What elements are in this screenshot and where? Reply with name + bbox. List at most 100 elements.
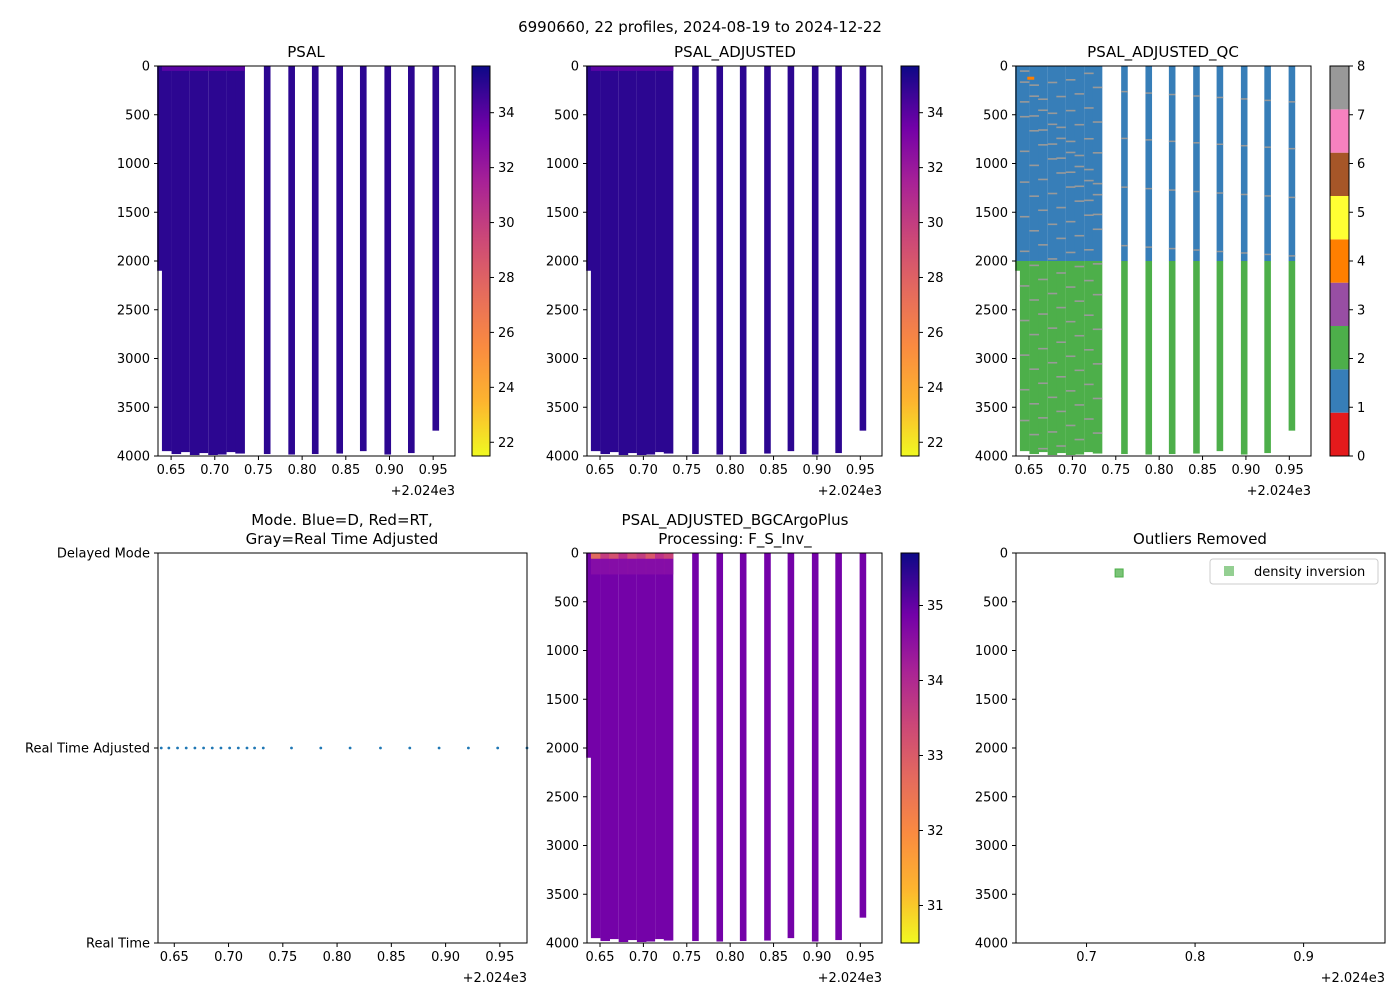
surface-cell: [655, 558, 665, 575]
y-tick-label: 3000: [546, 352, 579, 367]
y-tick-label: 2000: [546, 742, 579, 757]
surface-cell: [618, 553, 629, 559]
qc-cell: [1264, 261, 1271, 454]
qc-cell: [1027, 76, 1035, 80]
surface-cell: [618, 558, 629, 575]
surface-cell: [609, 66, 619, 71]
colorbar: 31 32 33 34 35: [900, 552, 944, 944]
profile-cell: [208, 66, 218, 456]
qc-cell: [1065, 390, 1076, 392]
panel-title: Outliers Removed: [1133, 530, 1267, 548]
qc-cell: [1038, 244, 1048, 246]
qc-cell: [1065, 79, 1076, 81]
colorbar-tick-label: 24: [498, 381, 515, 396]
x-offset-label: +2.024e3: [818, 971, 882, 986]
qc-cell: [1168, 189, 1176, 191]
surface-cell: [627, 66, 637, 71]
qc-cell: [1056, 376, 1066, 378]
profile-cell: [692, 553, 699, 942]
surface-cell: [600, 66, 610, 71]
colorbar-segment: [1330, 369, 1349, 413]
qc-cell: [1264, 195, 1271, 197]
profile-cell: [586, 553, 592, 758]
qc-cell: [1074, 300, 1085, 302]
y-tick-label: 4000: [975, 450, 1008, 465]
y-tick-label: 500: [125, 108, 150, 123]
qc-cell: [1047, 396, 1058, 399]
qc-cell: [1019, 70, 1030, 72]
x-tick-label: 0.80: [716, 463, 745, 478]
colorbar-tick-label: 26: [498, 326, 515, 341]
qc-cell: [1056, 261, 1066, 454]
surface-cell: [655, 553, 665, 559]
mode-point: [496, 746, 500, 750]
colorbar-tick-label: 30: [927, 216, 944, 231]
qc-cell: [1019, 81, 1030, 83]
profile-cell: [311, 66, 319, 455]
y-tick-label: 1000: [546, 157, 579, 172]
y-tick-label: 1000: [546, 644, 579, 659]
profile-cell: [384, 66, 392, 455]
qc-cell: [1092, 293, 1103, 296]
profile-cell: [600, 66, 610, 455]
surface-cell: [636, 553, 647, 559]
colorbar-segment: [1330, 282, 1349, 326]
y-tick-label: 1500: [975, 206, 1008, 221]
surface-cell: [627, 558, 637, 575]
panel-bgc: PSAL_ADJUSTED_BGCArgoPlus Processing: F_…: [546, 511, 944, 986]
qc-cell: [1038, 347, 1048, 350]
surface-cell: [636, 558, 647, 575]
qc-cell: [1264, 66, 1271, 261]
qc-cell: [1019, 250, 1030, 253]
qc-cell: [1065, 140, 1076, 143]
y-tick-label: 2500: [117, 303, 150, 318]
qc-cell: [1084, 179, 1094, 182]
qc-cell: [1168, 93, 1176, 96]
y-tick-label: 0: [1000, 547, 1008, 562]
profile-cell: [739, 66, 747, 455]
qc-cell: [1038, 178, 1048, 181]
x-tick-label: 0.75: [268, 950, 297, 965]
plot-area: [159, 746, 529, 750]
qc-cell: [1121, 261, 1128, 455]
qc-cell: [1019, 215, 1030, 218]
profile-cell: [811, 553, 819, 942]
legend-marker: [1224, 566, 1234, 576]
figure-suptitle: 6990660, 22 profiles, 2024-08-19 to 2024…: [518, 18, 882, 36]
profile-cell: [835, 66, 842, 454]
qc-cell: [1019, 181, 1030, 183]
mode-point: [253, 746, 256, 750]
panel-title: PSAL_ADJUSTED_QC: [1087, 43, 1239, 62]
surface-cell: [590, 558, 601, 575]
qc-cell: [1121, 244, 1128, 247]
x-tick-label: 0.95: [419, 463, 448, 478]
colorbar-tick-label: 35: [927, 599, 944, 614]
qc-cell: [1074, 369, 1085, 372]
profile-cell: [645, 553, 656, 942]
x-offset-label: +2.024e3: [391, 484, 455, 499]
y-tick-label: 2000: [117, 255, 150, 270]
y-tick-label: 2500: [975, 303, 1008, 318]
colorbar-tick-label: 1: [1357, 401, 1365, 416]
colorbar-tick-label: 24: [927, 381, 944, 396]
x-tick-label: 0.70: [200, 463, 229, 478]
panel-psal-adjusted-qc: PSAL_ADJUSTED_QC 0.65 0.70 0.75 0.80 0.85 0.9…: [975, 43, 1365, 499]
profile-cell: [359, 66, 367, 452]
profile-cell: [590, 66, 601, 452]
qc-cell: [1029, 84, 1039, 86]
mode-point: [228, 746, 232, 750]
y-tick-label: 2000: [975, 742, 1008, 757]
panel-title-line2: Gray=Real Time Adjusted: [246, 530, 439, 548]
plot-area: [1015, 66, 1296, 456]
axes: 0.65 0.70 0.75 0.80 0.85 0.90 0.95 0 500 1000 1500…: [117, 60, 448, 479]
y-tick-label: 1000: [117, 157, 150, 172]
qc-cell: [1047, 66, 1058, 261]
qc-cell: [1145, 187, 1153, 190]
qc-cell: [1264, 253, 1271, 256]
qc-cell: [1047, 258, 1058, 260]
qc-cell: [1019, 66, 1030, 261]
qc-cell: [1084, 72, 1094, 75]
colorbar-gradient: [900, 65, 920, 457]
axes: 0.65 0.70 0.75 0.80 0.85 0.90 0.95 0 500 1000 1500…: [546, 60, 875, 479]
qc-cell: [1240, 252, 1248, 254]
